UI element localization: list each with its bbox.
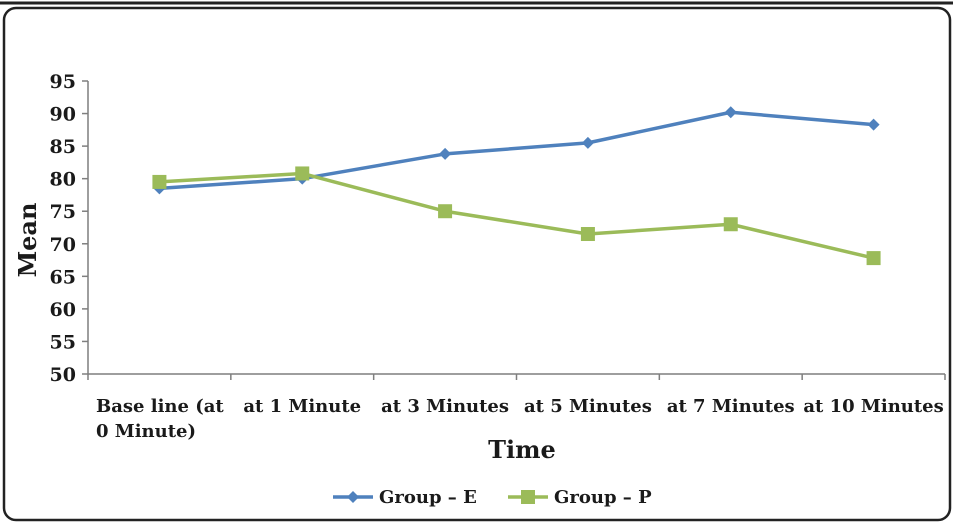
group-p-point	[866, 251, 881, 266]
y-tick-label: 85	[50, 136, 76, 158]
group-p-point	[580, 227, 595, 242]
y-tick-label: 95	[50, 71, 76, 93]
group-e-series-line	[159, 110, 874, 191]
legend-group-p-marker	[521, 490, 535, 504]
group-p-series-line	[159, 171, 874, 260]
x-tick-label: at 10 Minutes	[803, 396, 943, 417]
group-e-point	[724, 106, 737, 119]
x-tick-label: Base line (at 0 Minute)	[96, 396, 224, 442]
y-tick-label: 65	[50, 266, 76, 288]
group-p-point	[152, 174, 167, 189]
y-axis-title: Mean	[13, 203, 42, 278]
y-tick-label: 80	[50, 169, 76, 191]
group-e-point	[867, 118, 880, 131]
legend-group-e-marker	[347, 491, 359, 503]
x-tick-label: at 5 Minutes	[524, 396, 652, 417]
x-tick-label: at 3 Minutes	[381, 396, 509, 417]
group-p-point	[295, 166, 310, 181]
legend-group-p-label: Group – P	[554, 487, 652, 508]
y-tick-label: 60	[50, 299, 76, 321]
y-tick-label: 50	[50, 364, 76, 386]
chart-border	[2, 6, 952, 522]
legend-group-e-label: Group – E	[379, 487, 477, 508]
group-p-point	[438, 204, 453, 219]
x-axis-title: Time	[488, 435, 556, 464]
x-tick-label: at 7 Minutes	[667, 396, 795, 417]
legend: Group – E Group – P	[333, 487, 652, 508]
group-e-point	[439, 147, 452, 160]
plot-area: 50 55 60 65 70 75 80 85 90 95 Base line (at 0 Minut…	[50, 71, 946, 442]
y-tick-label: 90	[50, 104, 76, 126]
y-tick-label: 70	[50, 234, 76, 256]
group-p-point	[723, 217, 738, 232]
group-e-point	[581, 136, 594, 149]
y-tick-label: 55	[50, 331, 76, 353]
x-tick-label: at 1 Minute	[243, 396, 361, 417]
y-tick-label: 75	[50, 201, 76, 223]
